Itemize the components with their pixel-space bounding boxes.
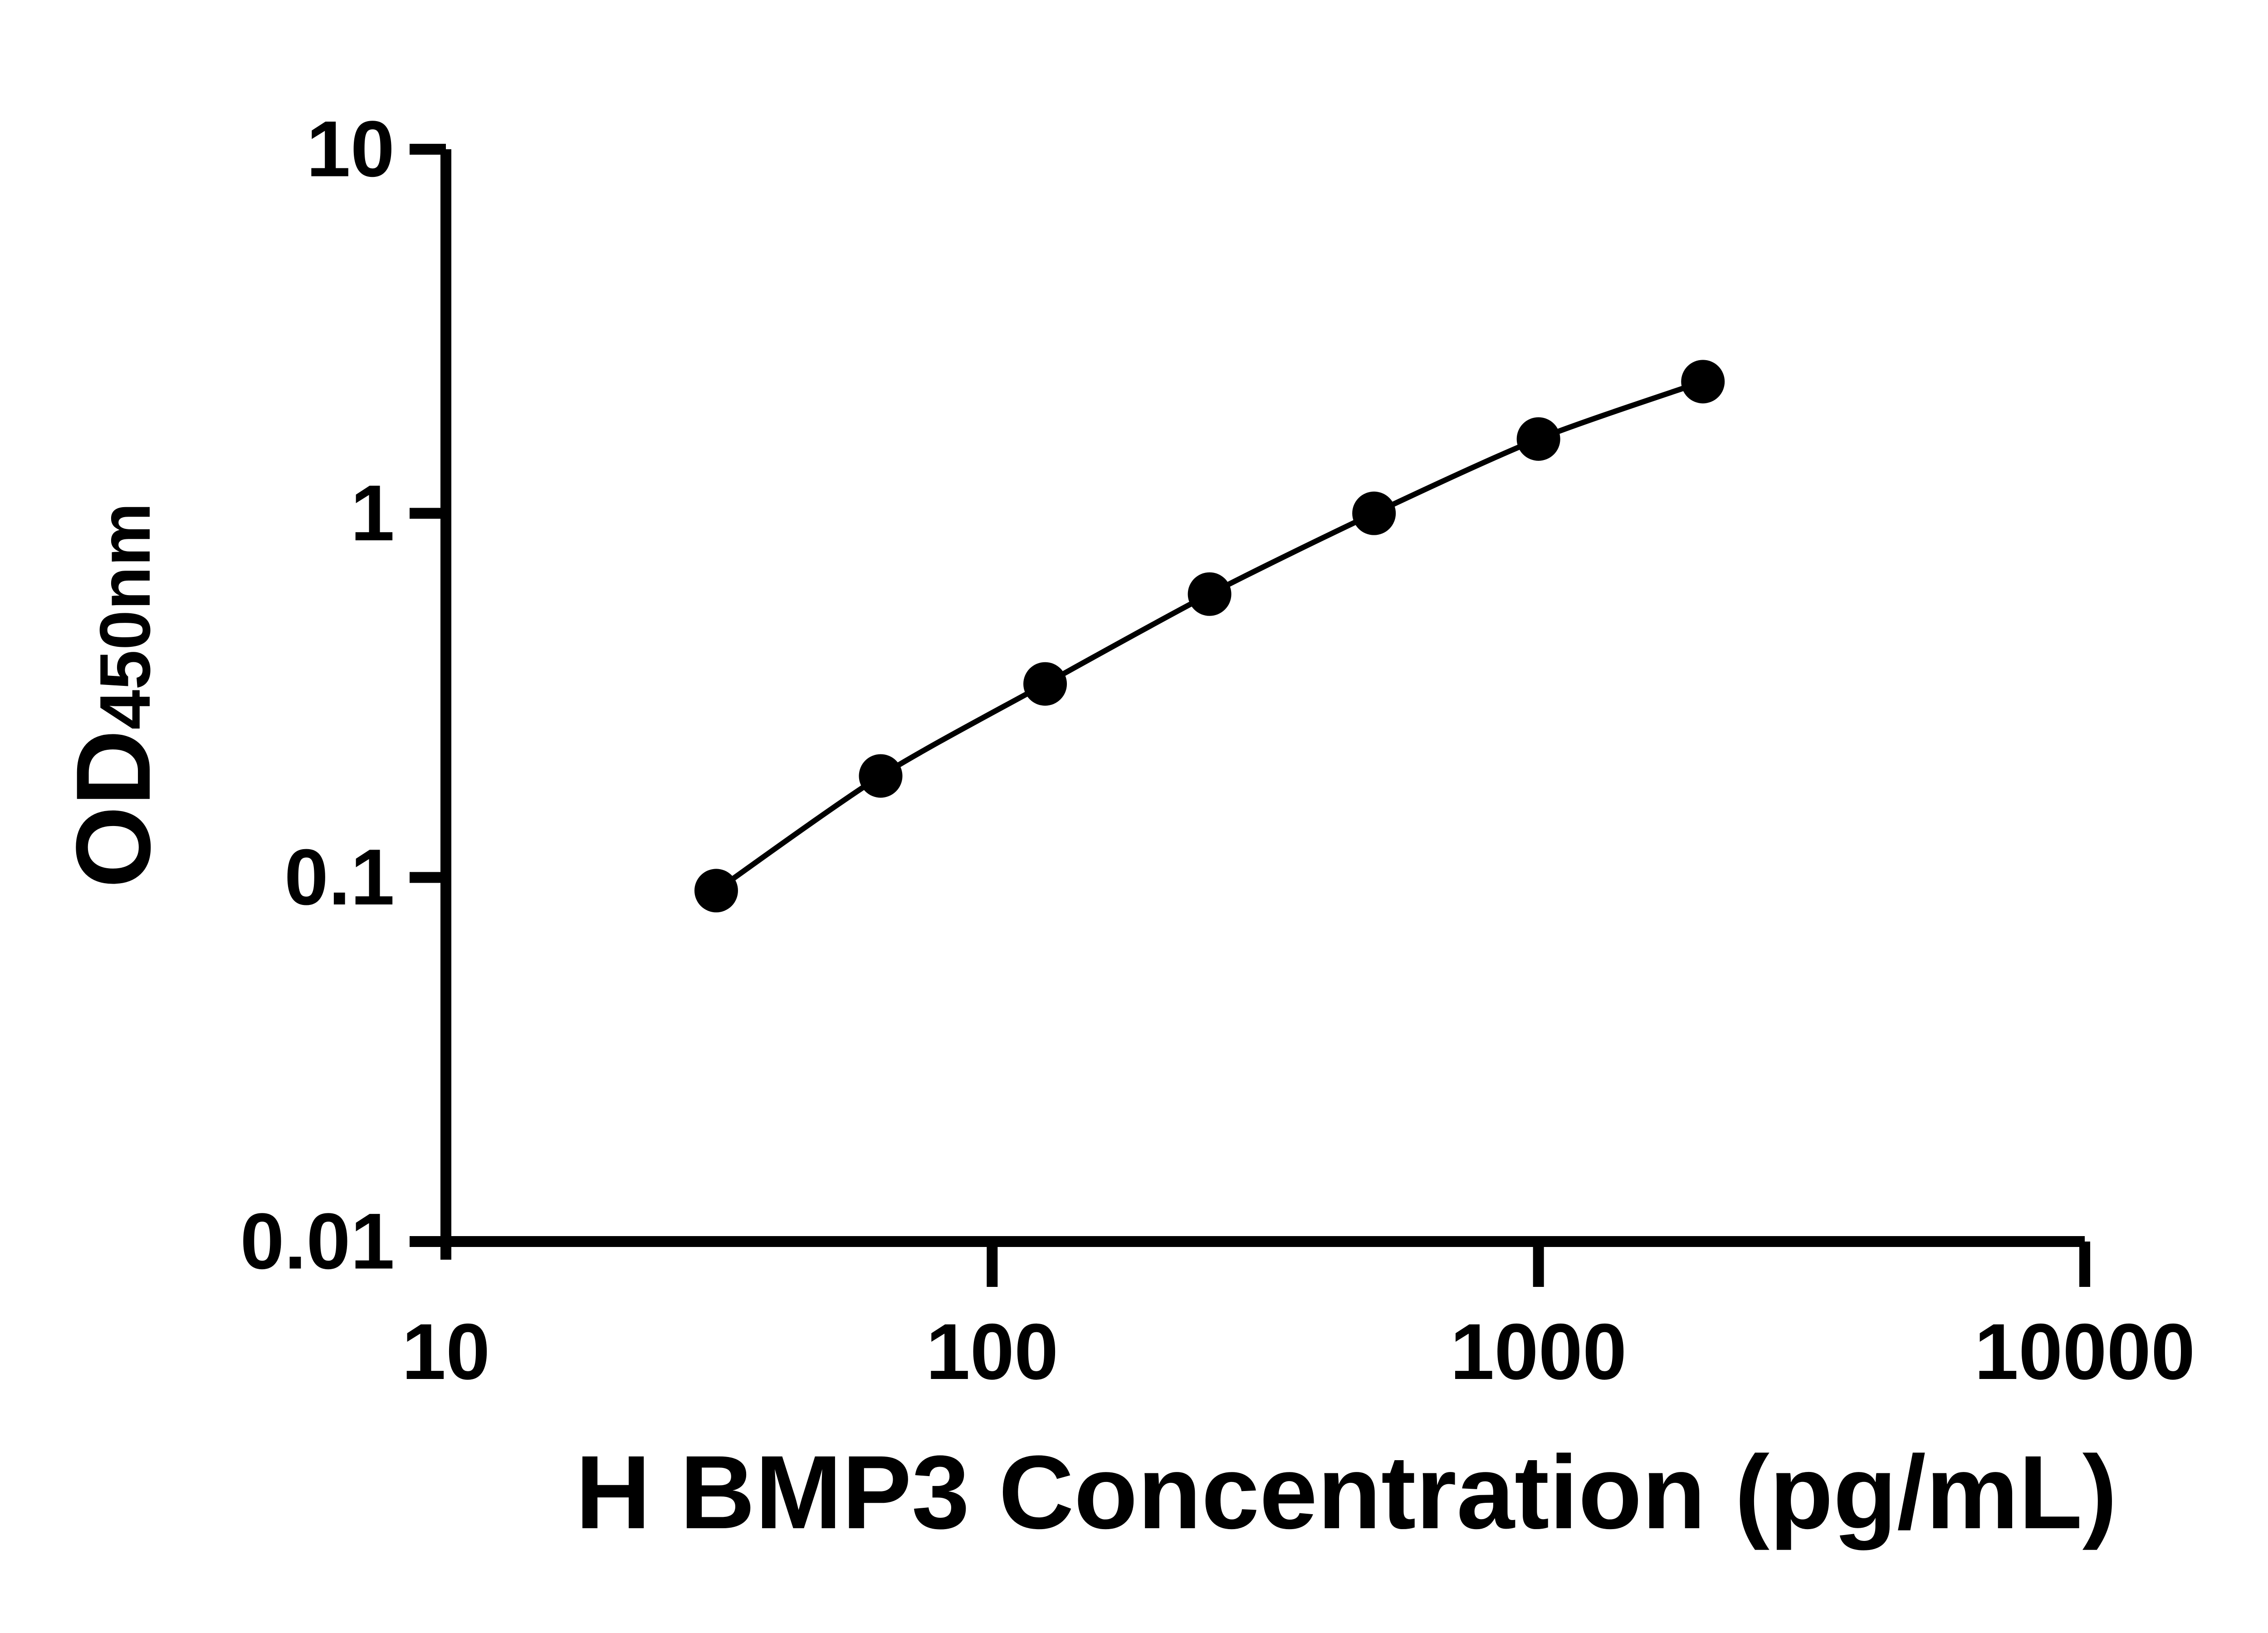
svg-text:0.1: 0.1 xyxy=(284,833,395,922)
svg-text:10: 10 xyxy=(402,1308,490,1396)
svg-text:0.01: 0.01 xyxy=(240,1198,395,1286)
svg-text:OD450nm: OD450nm xyxy=(54,503,172,888)
svg-text:10: 10 xyxy=(306,105,395,194)
svg-text:100: 100 xyxy=(926,1308,1058,1396)
svg-text:10000: 10000 xyxy=(1975,1308,2195,1396)
svg-text:H BMP3 Concentration (pg/mL): H BMP3 Concentration (pg/mL) xyxy=(576,1434,2117,1550)
svg-text:1: 1 xyxy=(351,469,395,557)
svg-text:1000: 1000 xyxy=(1450,1308,1627,1396)
